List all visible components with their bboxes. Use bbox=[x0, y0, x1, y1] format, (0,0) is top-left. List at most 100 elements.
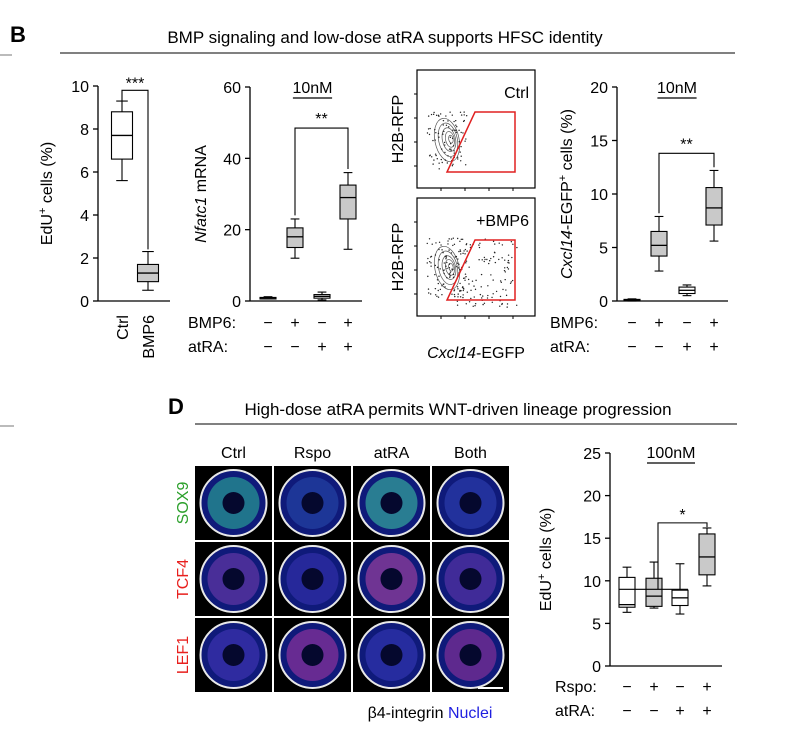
flow-event bbox=[460, 145, 462, 148]
flow-event bbox=[486, 258, 488, 261]
y-axis-label-sup: + bbox=[557, 175, 569, 181]
flow-event bbox=[465, 262, 467, 264]
flow-event bbox=[444, 255, 446, 258]
flow-event bbox=[458, 140, 460, 143]
flow-event bbox=[456, 286, 459, 288]
flow-event bbox=[444, 286, 446, 288]
flow-event bbox=[460, 155, 462, 157]
flow-event bbox=[437, 296, 440, 298]
flow-event bbox=[430, 265, 432, 267]
y-tick-label: 15 bbox=[590, 134, 608, 151]
flow-event bbox=[437, 132, 440, 135]
micrograph-sox9-atra bbox=[353, 466, 430, 540]
micrograph-tcf4-rspo bbox=[274, 542, 351, 616]
y-axis-label-italic: Nfatc1 bbox=[193, 197, 210, 243]
condition-value: − bbox=[317, 315, 326, 332]
flow-event bbox=[490, 274, 492, 276]
micrograph-tcf4-atra bbox=[353, 542, 430, 616]
flow-event bbox=[473, 285, 475, 287]
flow-event bbox=[447, 243, 449, 245]
box-iqr bbox=[645, 577, 663, 607]
flow-event bbox=[481, 259, 483, 261]
flow-event bbox=[434, 264, 437, 267]
flow-event bbox=[434, 139, 436, 141]
flow-event bbox=[448, 267, 451, 269]
flow-event bbox=[461, 286, 464, 289]
flow-event bbox=[442, 133, 444, 135]
microscopy-grid: Ctrl Rspo atRA Both SOX9 TCF4 LEF1 β4-integrin … bbox=[175, 445, 509, 722]
y-tick-label: 0 bbox=[592, 659, 601, 676]
flow-event bbox=[511, 256, 513, 259]
flow-event bbox=[451, 268, 453, 270]
flow-x-label-rest: -EGFP bbox=[476, 345, 525, 362]
flow-event bbox=[488, 262, 490, 265]
flow-event bbox=[442, 269, 445, 272]
concentration-label: 100nM bbox=[647, 445, 696, 462]
flow-event bbox=[430, 262, 432, 264]
flow-event bbox=[459, 151, 461, 153]
flow-event bbox=[506, 303, 509, 305]
box-iqr bbox=[339, 184, 357, 220]
y-axis-label-rest2: cells (%) bbox=[559, 109, 576, 175]
flow-event bbox=[446, 267, 448, 270]
flow-event bbox=[500, 281, 503, 284]
flow-event bbox=[507, 254, 510, 256]
flow-event bbox=[505, 294, 508, 297]
flow-event bbox=[487, 294, 489, 297]
micrograph-lef1-both bbox=[432, 618, 509, 692]
flow-event bbox=[479, 242, 481, 244]
box-3 bbox=[698, 527, 716, 587]
flow-event bbox=[434, 128, 436, 131]
flow-event bbox=[450, 149, 452, 151]
column-label-atra: atRA bbox=[374, 445, 410, 462]
flow-event bbox=[457, 296, 459, 298]
flow-event bbox=[454, 295, 456, 298]
flow-event bbox=[456, 265, 458, 268]
flow-event bbox=[431, 156, 433, 158]
y-axis-label-italic: Cxcl14 bbox=[559, 230, 576, 279]
y-tick-label: 10 bbox=[71, 79, 89, 96]
box-1 bbox=[286, 218, 304, 259]
flow-event bbox=[456, 304, 459, 306]
y-tick-label: 0 bbox=[80, 294, 89, 311]
flow-event bbox=[457, 262, 459, 264]
flow-event bbox=[464, 277, 466, 279]
condition-value: + bbox=[702, 703, 711, 720]
flow-event bbox=[437, 289, 439, 292]
flow-event bbox=[445, 256, 448, 258]
flow-event bbox=[455, 255, 458, 258]
flow-event bbox=[482, 303, 484, 306]
micrograph-lef1-ctrl bbox=[195, 618, 272, 692]
y-tick-label: 20 bbox=[223, 223, 241, 240]
y-tick-label: 60 bbox=[223, 80, 241, 97]
flow-event bbox=[499, 280, 502, 282]
box-0 bbox=[618, 566, 636, 613]
flow-event bbox=[457, 258, 459, 260]
flow-event bbox=[448, 273, 450, 275]
flow-event bbox=[449, 111, 451, 113]
y-tick-label: 2 bbox=[80, 251, 89, 268]
flow-event bbox=[472, 305, 474, 308]
flow-event bbox=[431, 243, 433, 245]
sig-bracket bbox=[121, 89, 149, 250]
box-1 bbox=[650, 215, 668, 272]
flow-event bbox=[432, 113, 435, 116]
flow-event bbox=[426, 132, 429, 134]
flow-event bbox=[427, 257, 429, 260]
column-label-rspo: Rspo bbox=[294, 445, 331, 462]
flow-event bbox=[492, 293, 494, 295]
flow-event bbox=[428, 133, 431, 136]
flow-event bbox=[429, 256, 432, 258]
box-0 bbox=[259, 296, 277, 300]
flow-event bbox=[442, 119, 445, 122]
flow-event bbox=[436, 279, 439, 281]
flow-event bbox=[459, 289, 461, 292]
flow-event bbox=[455, 131, 458, 133]
flow-event bbox=[453, 152, 456, 154]
condition-name: BMP6: bbox=[550, 315, 598, 332]
flow-event bbox=[471, 280, 474, 282]
organoid-lumen bbox=[222, 492, 245, 514]
flow-event bbox=[428, 260, 431, 263]
box-2 bbox=[313, 291, 331, 301]
flow-event bbox=[448, 126, 450, 128]
